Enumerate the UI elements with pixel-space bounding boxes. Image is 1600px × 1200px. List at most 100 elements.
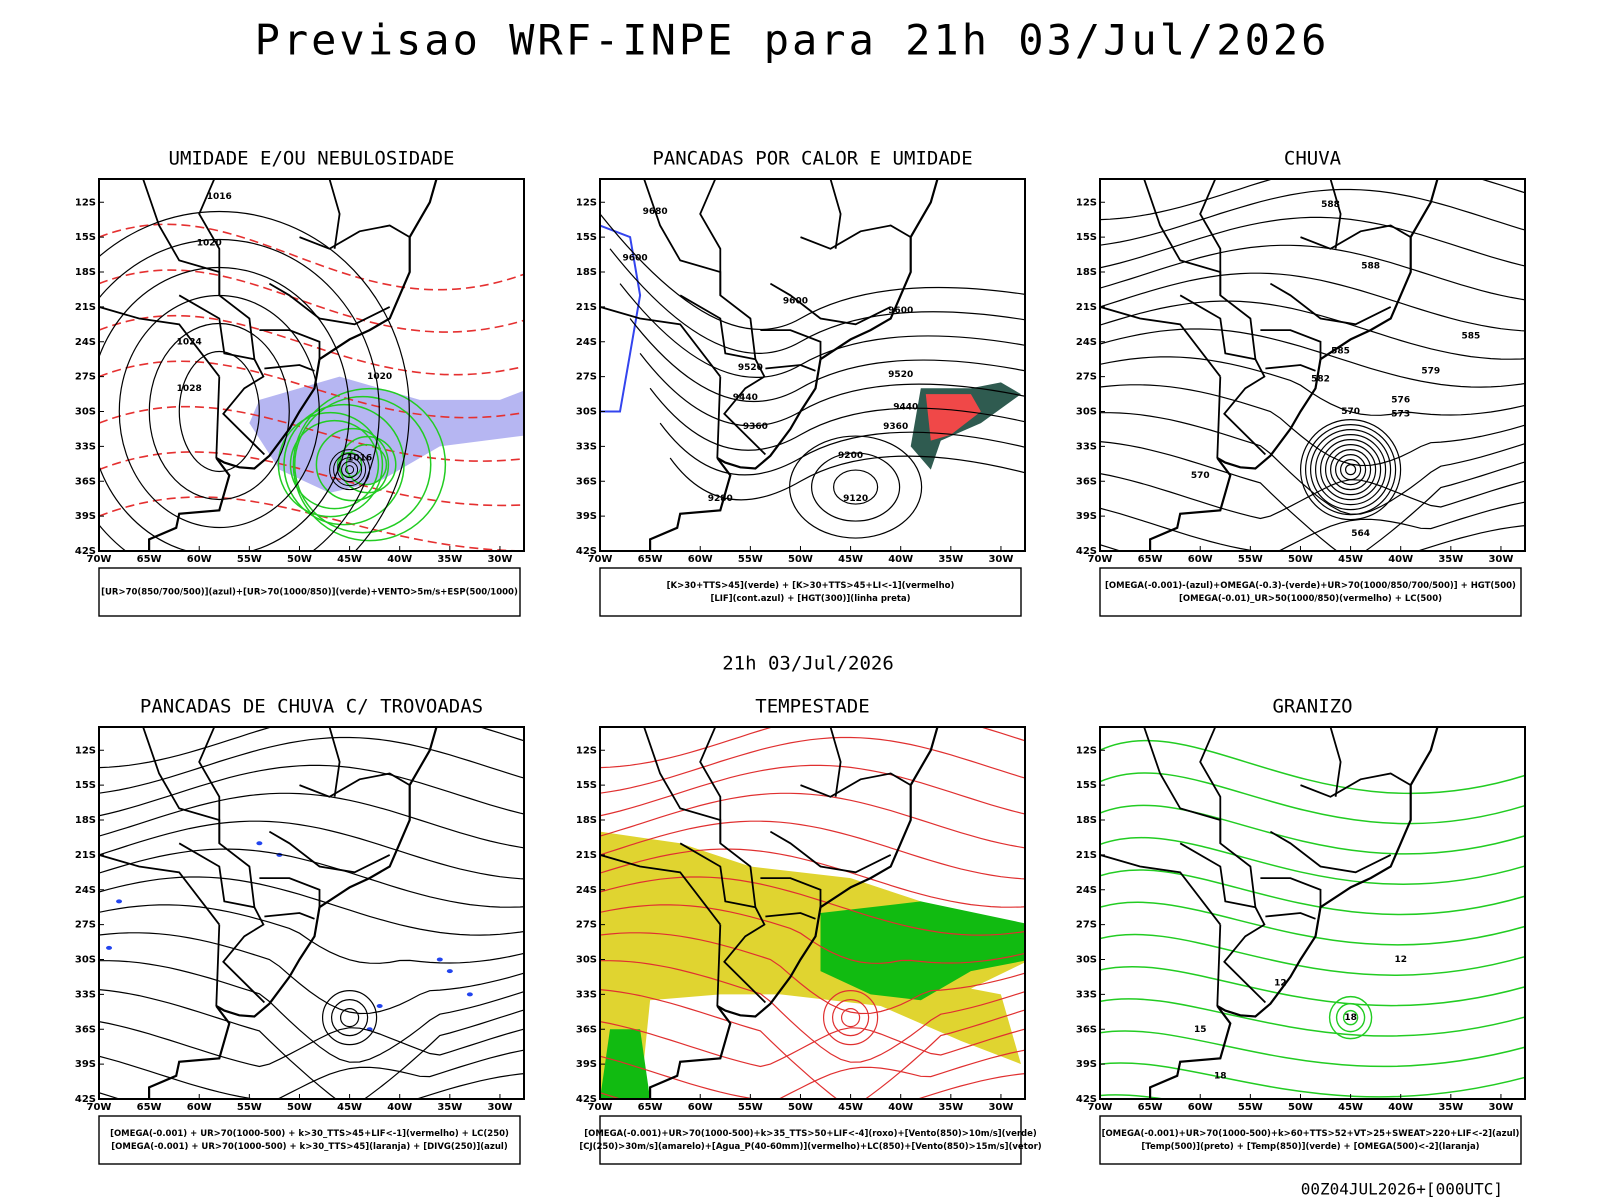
- border: [198, 727, 266, 1004]
- panel-title: PANCADAS DE CHUVA C/ TROVOADAS: [140, 696, 483, 718]
- streamline: [99, 1021, 524, 1068]
- lon-label: 65W: [638, 554, 663, 565]
- lat-label: 21S: [1076, 850, 1097, 861]
- lat-label: 12S: [1076, 745, 1097, 756]
- legend-box: [98, 567, 521, 617]
- streamline: [1100, 179, 1525, 221]
- streamline: [600, 1073, 1025, 1099]
- green-contour: [283, 403, 405, 526]
- lat-label: 21S: [576, 302, 597, 313]
- lon-label: 70W: [588, 554, 613, 565]
- lat-label: 18S: [75, 815, 96, 826]
- contour-label: 570: [1341, 407, 1360, 417]
- lon-label: 70W: [588, 1102, 613, 1113]
- lon-label: 40W: [1388, 554, 1413, 565]
- lat-label: 39S: [1076, 511, 1097, 522]
- border: [1179, 294, 1256, 361]
- streamline: [600, 904, 1025, 964]
- border: [299, 772, 411, 798]
- main-title: Previsao WRF-INPE para 21h 03/Jul/2026: [255, 16, 1330, 65]
- contour-label: 18: [1214, 1071, 1227, 1081]
- wind-area: [820, 901, 1025, 1001]
- lon-label: 35W: [1438, 1102, 1463, 1113]
- low-contour: [789, 435, 923, 539]
- contour-label: 1020: [197, 238, 222, 248]
- lat-label: 15S: [1076, 780, 1097, 791]
- border: [800, 772, 912, 798]
- border: [600, 306, 722, 378]
- low-contour: [840, 1008, 861, 1028]
- low-contour: [1324, 444, 1377, 496]
- height-contour: [609, 248, 1025, 354]
- lat-label: 42S: [576, 546, 597, 557]
- streamline: [600, 792, 1025, 849]
- contour-label: 9600: [623, 254, 648, 264]
- thickness-contour: [99, 405, 524, 462]
- low-contour: [1309, 429, 1392, 511]
- lat-label: 30S: [576, 955, 597, 966]
- low-contour: [833, 469, 879, 505]
- legend-text: [OMEGA(-0.01)_UR>50(1000/850)(vermelho) …: [1179, 594, 1442, 604]
- lat-label: 30S: [75, 407, 96, 418]
- border: [1265, 364, 1316, 372]
- lon-label: 35W: [437, 1102, 462, 1113]
- temp-contour: [1100, 901, 1525, 946]
- border: [99, 306, 221, 378]
- lon-label: 45W: [1338, 1102, 1363, 1113]
- lat-label: 39S: [75, 1059, 96, 1070]
- lat-label: 12S: [576, 745, 597, 756]
- contour-label: 579: [1421, 366, 1440, 376]
- lat-label: 42S: [75, 1094, 96, 1105]
- low-contour: [321, 990, 378, 1046]
- lat-label: 27S: [576, 372, 597, 383]
- border: [1179, 842, 1256, 909]
- lon-label: 60W: [187, 1102, 212, 1113]
- divergence-spot: [436, 957, 443, 962]
- border: [1216, 924, 1222, 1007]
- divergence-spot: [256, 841, 263, 846]
- lon-label: 40W: [387, 554, 412, 565]
- lat-label: 15S: [576, 780, 597, 791]
- map-panel: 12 12 15 18 18: [1100, 727, 1525, 1099]
- contour-label: 9600: [783, 297, 808, 307]
- border: [679, 294, 756, 361]
- coastline: [648, 179, 939, 551]
- coastline: [148, 727, 438, 1099]
- border: [259, 877, 321, 908]
- border: [1329, 179, 1342, 249]
- lon-label: 35W: [938, 554, 963, 565]
- low-contour: [341, 461, 359, 479]
- lon-label: 55W: [237, 554, 262, 565]
- lon-label: 45W: [337, 1102, 362, 1113]
- low-contour: [329, 449, 371, 491]
- border: [1143, 727, 1222, 844]
- lat-label: 39S: [576, 1059, 597, 1070]
- streamline: [1100, 328, 1525, 388]
- border: [1143, 179, 1222, 296]
- map-frame: [1099, 726, 1526, 1100]
- border: [1260, 877, 1322, 908]
- lon-label: 30W: [988, 554, 1013, 565]
- streamline: [99, 876, 524, 936]
- contour-label: 570: [1191, 471, 1210, 481]
- streamline: [99, 904, 524, 964]
- low-contour: [1314, 434, 1387, 506]
- height-contour: [659, 422, 1025, 476]
- low-contour: [1344, 464, 1357, 476]
- streamline: [99, 1049, 524, 1099]
- lat-label: 27S: [1076, 372, 1097, 383]
- map-panel: [600, 727, 1025, 1099]
- border: [600, 854, 722, 926]
- lon-label: 55W: [738, 1102, 763, 1113]
- lon-label: 35W: [1438, 554, 1463, 565]
- lat-label: 18S: [576, 267, 597, 278]
- lon-label: 60W: [1188, 1102, 1213, 1113]
- lon-label: 45W: [838, 1102, 863, 1113]
- lat-label: 36S: [576, 1024, 597, 1035]
- coastline: [1148, 727, 1439, 1099]
- streamline: [1100, 188, 1525, 246]
- lon-label: 70W: [87, 1102, 112, 1113]
- contour-label: 9440: [733, 393, 758, 403]
- lon-label: 40W: [1388, 1102, 1413, 1113]
- contour-label: 9520: [888, 370, 913, 380]
